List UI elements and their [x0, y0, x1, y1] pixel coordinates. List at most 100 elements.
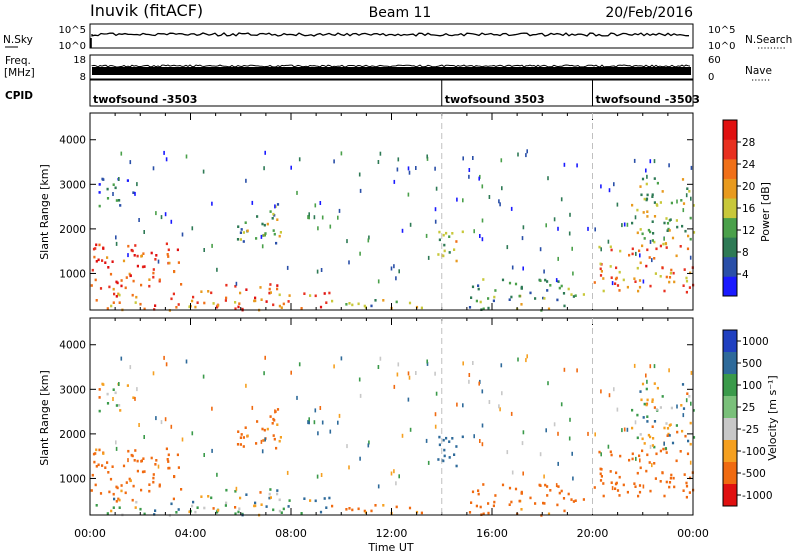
vel-cell — [560, 402, 563, 407]
power-cell — [520, 287, 523, 290]
vel-cell — [370, 509, 373, 513]
velocity-axes: 1000 2000 3000 4000 — [59, 318, 694, 515]
vel-cell — [687, 439, 690, 443]
vel-cell — [426, 359, 428, 364]
vel-cell — [680, 404, 683, 407]
vel-cell — [125, 481, 128, 484]
vel-cell — [317, 431, 319, 436]
vel-cell — [216, 472, 218, 477]
vel-cell — [98, 388, 101, 391]
power-cell — [308, 215, 310, 220]
vel-cell — [667, 432, 670, 436]
vel-cell — [638, 454, 641, 458]
vel-cell — [690, 370, 693, 375]
vel-cell — [337, 420, 339, 425]
power-cell — [438, 238, 441, 242]
vel-cell — [544, 483, 547, 487]
power-cell — [115, 235, 117, 240]
vel-cell — [600, 475, 603, 478]
power-cell — [437, 253, 440, 256]
vel-cell — [545, 428, 547, 433]
vel-cell — [668, 485, 671, 489]
power-cell — [641, 177, 645, 181]
vel-cell — [675, 424, 678, 427]
vel-cell — [268, 496, 271, 500]
vel-cell — [112, 506, 115, 509]
vel-cell — [321, 420, 324, 425]
power-cell — [506, 245, 509, 250]
power-cell — [659, 201, 662, 204]
power-cell — [239, 238, 242, 241]
power-cell — [359, 188, 362, 193]
power-cell — [649, 284, 652, 288]
power-cell — [634, 215, 637, 220]
vel-cell — [276, 489, 279, 492]
power-cell — [651, 220, 654, 223]
power-cell — [261, 244, 264, 249]
vel-cell — [152, 371, 155, 376]
freq-trace — [91, 64, 691, 68]
power-colorbar-band — [723, 256, 737, 277]
power-cell — [202, 169, 205, 174]
power-cell — [651, 195, 654, 198]
vel-cell — [522, 471, 524, 476]
y-tick-label: 1000 — [59, 268, 86, 280]
vel-cell — [562, 497, 566, 500]
vel-cell — [618, 494, 621, 497]
time-tick-label: 04:00 — [175, 527, 207, 540]
power-cell — [681, 178, 685, 181]
power-cell — [526, 149, 528, 154]
vel-cell — [328, 496, 331, 500]
power-cell — [409, 222, 412, 227]
power-cell — [468, 306, 472, 309]
vel-cell — [141, 470, 145, 474]
vel-cell — [645, 403, 648, 407]
vel-cell — [690, 401, 692, 406]
power-cell — [280, 306, 283, 309]
power-cell — [642, 211, 645, 214]
vel-cell — [576, 368, 578, 373]
power-cell — [317, 226, 319, 231]
power-cell — [260, 298, 263, 301]
vel-cell — [482, 512, 485, 516]
vel-cell — [473, 434, 475, 439]
power-ylabel: Slant Range [km] — [38, 164, 51, 260]
vel-cell — [665, 422, 668, 425]
power-cell — [688, 190, 691, 193]
vel-cell — [167, 453, 170, 457]
power-cell — [272, 303, 275, 307]
cpid-program-label: twofsound -3503 — [93, 93, 197, 106]
power-cell — [139, 302, 142, 306]
vel-cell — [600, 389, 602, 394]
power-cell — [582, 293, 585, 296]
power-cell — [119, 204, 122, 207]
power-cell — [104, 261, 107, 264]
power-cell — [649, 159, 652, 164]
power-cell — [155, 254, 158, 257]
vel-cell — [127, 449, 130, 453]
vel-cell — [549, 489, 552, 492]
power-colorbar-band — [723, 198, 737, 219]
vel-cell — [594, 432, 596, 437]
power-cell — [656, 181, 659, 185]
vel-cell — [153, 513, 156, 516]
vel-cell — [514, 487, 518, 491]
freq-tick-bottom: 8 — [80, 72, 86, 83]
power-cell — [112, 183, 115, 186]
power-cell — [616, 284, 620, 287]
vel-cell — [319, 510, 323, 514]
vel-cell — [239, 443, 242, 446]
power-cell — [377, 160, 380, 164]
vel-cell — [633, 363, 636, 368]
vel-cell — [98, 409, 101, 413]
power-cell — [98, 183, 101, 186]
power-cell — [118, 293, 121, 297]
vel-cell — [651, 444, 654, 447]
vel-cell — [645, 387, 648, 391]
vel-cell — [106, 512, 109, 515]
power-cell — [143, 230, 145, 234]
power-cell — [142, 252, 145, 255]
power-cell — [544, 278, 547, 282]
vel-cell — [128, 477, 131, 481]
